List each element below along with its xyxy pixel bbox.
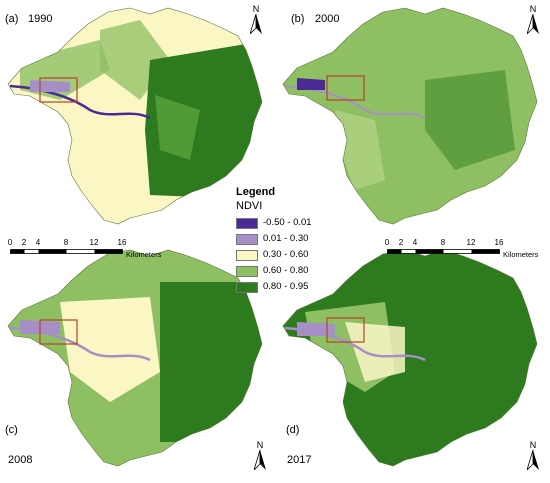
map-panel-2017: (d) 2017 N — [275, 242, 550, 483]
map-panel-1990: (a) 1990 N — [0, 0, 275, 241]
panel-year: 1990 — [28, 13, 53, 25]
north-label: N — [529, 440, 537, 450]
scale-tick: 0 — [7, 238, 13, 247]
ndvi-map-2017 — [282, 249, 538, 467]
panel-label: (c) — [5, 424, 18, 436]
scale-tick: 4 — [412, 238, 418, 247]
scale-tick: 8 — [440, 238, 446, 247]
legend-label: 0.80 - 0.95 — [263, 281, 309, 292]
legend-title: Legend — [236, 186, 276, 198]
scale-tick: 2 — [398, 238, 404, 247]
north-arrow-icon — [254, 450, 266, 470]
north-arrow: N — [525, 440, 541, 470]
north-label: N — [252, 4, 260, 14]
legend-item: -0.50 - 0.01 — [236, 216, 326, 232]
inset-box — [39, 77, 78, 103]
panel-year: 2000 — [315, 13, 340, 25]
map-panel-2008: (c) 2008 N — [0, 242, 275, 483]
legend-swatch — [236, 282, 258, 293]
map-panel-2000: (b) 2000 N — [275, 0, 550, 241]
north-arrow-icon — [527, 450, 539, 470]
scale-unit: Kilometers — [126, 250, 162, 259]
north-label: N — [529, 4, 537, 14]
legend-item: 0.30 - 0.60 — [236, 248, 326, 264]
scale-tick: 4 — [35, 238, 41, 247]
legend-label: 0.60 - 0.80 — [263, 265, 309, 276]
legend-item: 0.01 - 0.30 — [236, 232, 326, 248]
scale-tick: 12 — [89, 238, 99, 247]
north-arrow: N — [252, 440, 268, 470]
panel-label: (d) — [286, 424, 300, 436]
legend-label: 0.01 - 0.30 — [263, 233, 309, 244]
legend-swatch — [236, 218, 258, 229]
scale-bar-graphic — [387, 249, 500, 254]
north-arrow: N — [525, 4, 541, 34]
scale-tick: 16 — [117, 238, 127, 247]
legend-item: 0.60 - 0.80 — [236, 264, 326, 280]
north-arrow-icon — [250, 14, 262, 34]
legend: Legend NDVI -0.50 - 0.01 0.01 - 0.30 0.30 … — [236, 186, 326, 296]
inset-box — [326, 317, 365, 343]
north-arrow: N — [248, 4, 264, 34]
scale-bar-graphic — [10, 249, 123, 254]
panel-year: 2008 — [8, 454, 33, 466]
inset-box — [39, 319, 78, 345]
inset-box — [326, 75, 365, 101]
scale-bar-right: 0 2 4 8 12 16 Kilometers — [384, 238, 550, 264]
north-label: N — [256, 440, 264, 450]
scale-tick: 8 — [63, 238, 69, 247]
panel-label: (a) — [5, 13, 19, 25]
legend-subtitle: NDVI — [236, 200, 263, 212]
legend-swatch — [236, 250, 258, 261]
scale-tick: 0 — [384, 238, 390, 247]
scale-unit: Kilometers — [503, 250, 539, 259]
scale-tick: 12 — [466, 238, 476, 247]
panel-year: 2017 — [287, 454, 312, 466]
ndvi-map-1990 — [7, 7, 263, 225]
legend-swatch — [236, 234, 258, 245]
panel-label: (b) — [291, 13, 305, 25]
legend-label: 0.30 - 0.60 — [263, 249, 309, 260]
north-arrow-icon — [527, 14, 539, 34]
scale-bar-left: 0 2 4 8 12 16 Kilometers — [7, 238, 170, 264]
legend-swatch — [236, 266, 258, 277]
ndvi-map-2000 — [282, 7, 538, 225]
ndvi-map-2008 — [7, 249, 263, 467]
legend-item: 0.80 - 0.95 — [236, 280, 326, 296]
scale-tick: 2 — [21, 238, 27, 247]
scale-tick: 16 — [494, 238, 504, 247]
legend-label: -0.50 - 0.01 — [263, 217, 312, 228]
